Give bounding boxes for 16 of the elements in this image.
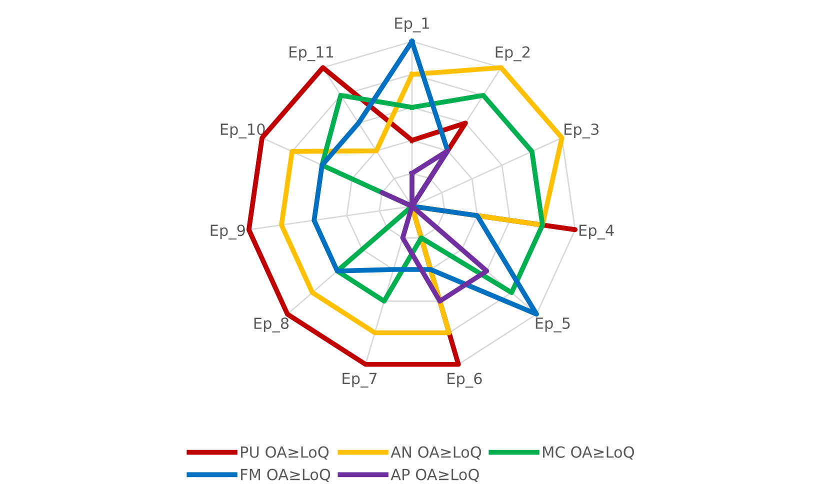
spoke-label: Ep_11	[290, 46, 334, 62]
legend-label: AN OA≥LoQ	[390, 446, 482, 460]
spoke-label: Ep_3	[564, 123, 599, 138]
spoke-label: Ep_10	[220, 123, 265, 138]
spoke-label: Ep_9	[210, 224, 245, 240]
spoke-label: Ep_5	[536, 318, 570, 332]
spoke-label: Ep_1	[395, 18, 429, 32]
spoke-label: Ep_8	[254, 318, 289, 332]
legend-label: AP OA≥LoQ	[390, 468, 479, 482]
spoke-label: Ep_2	[496, 46, 530, 62]
legend-label: MC OA≥LoQ	[543, 446, 634, 460]
legend-label: FM OA≥LoQ	[241, 468, 330, 482]
spoke-label: Ep_7	[342, 372, 377, 388]
spoke-label: Ep_6	[448, 372, 482, 388]
spoke-label: Ep_4	[579, 224, 614, 240]
legend-label: PU OA≥LoQ	[241, 446, 329, 460]
